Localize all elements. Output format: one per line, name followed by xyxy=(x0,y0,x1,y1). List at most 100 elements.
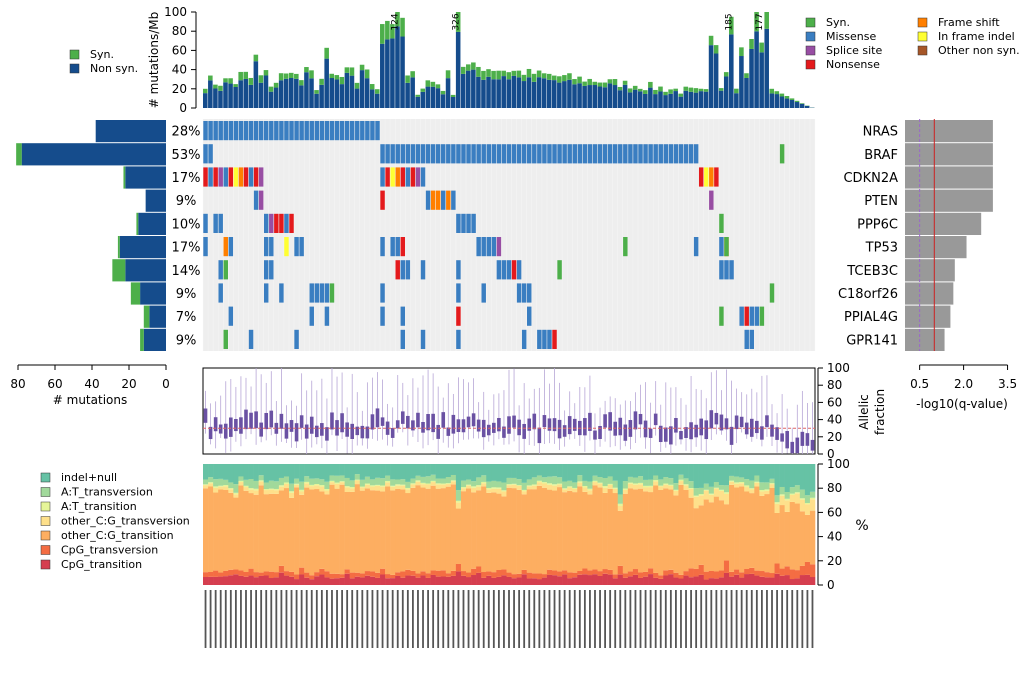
gene-name: BRAF xyxy=(864,148,898,163)
top-bar-syn xyxy=(658,86,663,92)
top-bar-syn xyxy=(405,75,410,83)
spectrum-segment xyxy=(359,487,366,491)
spectrum-segment xyxy=(562,570,568,575)
spectrum-segment xyxy=(228,464,234,483)
spectrum-segment xyxy=(299,494,305,568)
spectrum-segment xyxy=(562,481,568,489)
spectrum-segment xyxy=(395,479,401,485)
af-box xyxy=(507,416,511,434)
spectrum-segment xyxy=(369,485,376,487)
af-box xyxy=(370,414,375,430)
spectrum-segment xyxy=(405,481,411,488)
top-bar-nonsyn xyxy=(425,86,431,108)
spectrum-segment xyxy=(501,496,507,570)
spectrum-segment xyxy=(390,578,396,585)
spectrum-segment xyxy=(693,495,699,497)
top-overflow-label: 185 xyxy=(725,13,735,30)
spectrum-segment xyxy=(713,464,720,483)
spectrum-segment xyxy=(223,490,229,571)
spectrum-segment xyxy=(764,490,770,495)
legend-label: CpG_transition xyxy=(61,558,142,571)
spectrum-segment xyxy=(385,464,391,476)
spectrum-segment xyxy=(749,480,755,489)
spectrum-segment xyxy=(511,484,517,489)
top-bar-syn xyxy=(471,62,476,70)
spectrum-segment xyxy=(506,572,512,577)
top-bar-syn xyxy=(729,16,734,35)
spectrum-segment xyxy=(228,569,234,576)
top-bar-syn xyxy=(420,88,426,92)
spectrum-segment xyxy=(678,479,684,482)
matrix-cell-missense xyxy=(663,144,669,164)
legend-swatch-nonsyn xyxy=(69,63,80,74)
sample-label xyxy=(437,590,440,648)
matrix-cell-missense xyxy=(693,144,699,164)
spectrum-segment xyxy=(653,577,659,585)
top-bar-syn xyxy=(491,70,496,80)
matrix-cell-missense xyxy=(420,167,426,187)
top-bar-syn xyxy=(395,12,400,27)
spectrum-segment xyxy=(430,464,436,475)
spectrum-segment xyxy=(455,490,462,501)
matrix-cell-missense xyxy=(446,144,451,164)
spectrum-segment xyxy=(228,575,234,585)
top-bar-nonsyn xyxy=(491,79,496,108)
spectrum-segment xyxy=(688,481,694,488)
spectrum-segment xyxy=(526,489,533,573)
top-bar-syn xyxy=(354,82,360,89)
sample-label xyxy=(563,590,566,648)
top-bar-syn xyxy=(208,75,213,81)
spectrum-segment xyxy=(294,579,300,585)
top-bar-nonsyn xyxy=(299,85,304,108)
spectrum-segment xyxy=(572,488,578,493)
top-bar-nonsyn xyxy=(314,93,319,108)
top-bar-syn xyxy=(723,72,729,77)
spectrum-segment xyxy=(415,481,421,486)
spectrum-segment xyxy=(708,464,715,487)
matrix-cell-missense xyxy=(400,329,406,349)
spectrum-segment xyxy=(476,464,482,478)
sample-label xyxy=(669,590,672,648)
spectrum-segment xyxy=(562,492,568,571)
sample-label xyxy=(685,590,687,648)
top-bar-nonsyn xyxy=(789,100,795,108)
top-bar-nonsyn xyxy=(759,52,764,108)
af-box xyxy=(461,419,466,433)
spectrum-segment xyxy=(380,568,386,575)
top-bar-nonsyn xyxy=(329,78,335,108)
top-bar-syn xyxy=(693,88,699,93)
spectrum-segment xyxy=(268,480,275,489)
spectrum-segment xyxy=(799,464,806,490)
spectrum-segment xyxy=(648,487,654,493)
af-box xyxy=(239,417,243,434)
top-bar-syn xyxy=(784,96,790,99)
spectrum-segment xyxy=(208,464,214,478)
spectrum-segment xyxy=(526,485,533,487)
sample-label xyxy=(599,590,601,648)
legend-label: A:T_transversion xyxy=(61,486,153,499)
spectrum-segment xyxy=(253,480,259,489)
spectrum-segment xyxy=(521,574,528,585)
spectrum-segment xyxy=(486,492,492,572)
top-bar-syn xyxy=(511,70,517,76)
spectrum-segment xyxy=(496,487,502,489)
matrix-cell-missense xyxy=(420,144,426,164)
top-y-tick-label: 0 xyxy=(179,101,187,115)
spectrum-segment xyxy=(243,479,249,486)
spectrum-segment xyxy=(612,480,619,488)
sample-label xyxy=(690,590,692,648)
top-bar-syn xyxy=(718,88,724,91)
spectrum-segment xyxy=(374,577,381,585)
top-bar-syn xyxy=(481,70,486,80)
spectrum-segment xyxy=(440,484,447,489)
spectrum-segment xyxy=(511,483,517,485)
matrix-cell-missense xyxy=(739,306,744,326)
spectrum-segment xyxy=(739,464,745,478)
spectrum-segment xyxy=(369,486,376,491)
spectrum-segment xyxy=(466,479,472,485)
spectrum-segment xyxy=(395,484,401,486)
top-bar-nonsyn xyxy=(622,84,628,108)
spectrum-segment xyxy=(784,464,791,492)
matrix-cell-missense xyxy=(203,237,208,257)
